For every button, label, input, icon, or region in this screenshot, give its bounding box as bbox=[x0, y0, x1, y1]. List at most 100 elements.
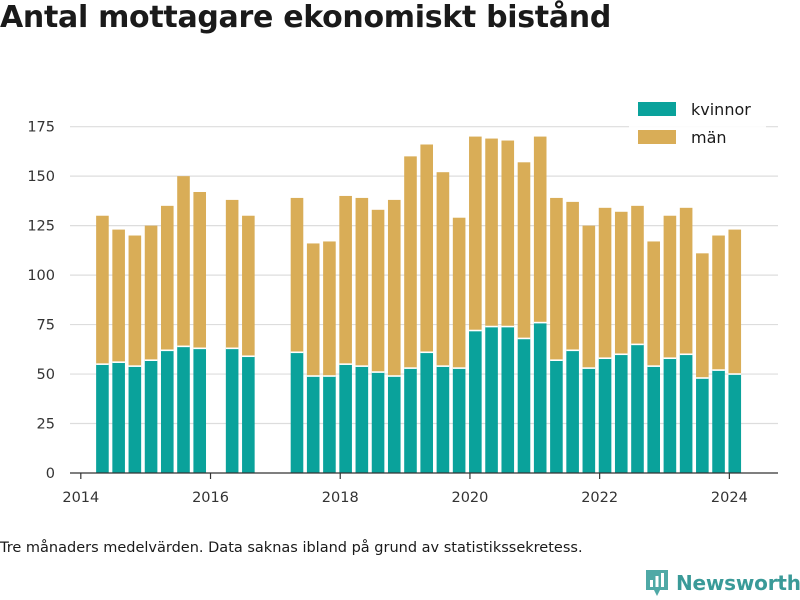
bar-kvinnor bbox=[96, 364, 109, 473]
bar-man bbox=[242, 215, 255, 357]
bar-kvinnor bbox=[436, 366, 450, 473]
bar-man bbox=[517, 162, 531, 339]
y-tick-label: 50 bbox=[37, 367, 55, 383]
bar-man bbox=[598, 207, 612, 359]
bar-man bbox=[96, 215, 109, 365]
bar-man bbox=[144, 225, 158, 361]
bar-man bbox=[404, 156, 417, 369]
bar-man bbox=[696, 253, 709, 379]
bar-kvinnor bbox=[306, 376, 320, 473]
bar-kvinnor bbox=[355, 366, 369, 473]
legend-label: kvinnor bbox=[691, 100, 751, 119]
bar-man bbox=[355, 197, 369, 367]
legend-label: män bbox=[691, 128, 727, 147]
bar-kvinnor bbox=[631, 344, 644, 473]
y-tick-label: 175 bbox=[27, 120, 55, 136]
y-tick-label: 125 bbox=[27, 219, 55, 235]
bar-kvinnor bbox=[582, 368, 596, 473]
y-tick-label: 150 bbox=[27, 169, 55, 185]
bar-kvinnor bbox=[485, 326, 498, 473]
x-tick-label: 2022 bbox=[581, 490, 618, 506]
x-tick-label: 2018 bbox=[322, 490, 359, 506]
x-tick-label: 2014 bbox=[62, 490, 99, 506]
bar-kvinnor bbox=[712, 370, 725, 473]
bar-man bbox=[371, 209, 385, 373]
bar-man bbox=[225, 199, 239, 349]
bar-man bbox=[112, 229, 125, 363]
bar-kvinnor bbox=[501, 326, 515, 473]
bar-man bbox=[566, 201, 579, 351]
bar-man bbox=[582, 225, 596, 369]
bar-man bbox=[533, 136, 547, 323]
bar-man bbox=[614, 211, 628, 355]
bar-kvinnor bbox=[598, 358, 612, 473]
legend-swatch-kvinnor bbox=[638, 102, 676, 116]
legend-swatch-man bbox=[638, 130, 676, 144]
bar-kvinnor bbox=[728, 374, 742, 473]
axes: 0 25 50 75 100 125 150 175 2014 2016 2018 2020 2022 2… bbox=[27, 120, 778, 506]
bar-kvinnor bbox=[533, 322, 547, 473]
bar-man bbox=[469, 136, 482, 331]
bar-kvinnor bbox=[112, 362, 125, 473]
bar-kvinnor bbox=[550, 360, 563, 473]
bar-man bbox=[420, 144, 434, 353]
bar-kvinnor bbox=[387, 376, 401, 473]
bar-kvinnor bbox=[517, 338, 531, 473]
bar-man bbox=[550, 197, 563, 361]
bar-man bbox=[290, 197, 304, 353]
x-tick-label: 2024 bbox=[711, 490, 748, 506]
bar-man bbox=[160, 205, 174, 351]
bar-kvinnor bbox=[193, 348, 207, 473]
bar-kvinnor bbox=[647, 366, 660, 473]
y-tick-label: 100 bbox=[27, 268, 55, 284]
bar-kvinnor bbox=[128, 366, 142, 473]
bar-kvinnor bbox=[160, 350, 174, 473]
footnote: Tre månaders medelvärden. Data saknas ib… bbox=[0, 540, 583, 556]
bar-man bbox=[712, 235, 725, 371]
bar-kvinnor bbox=[290, 352, 304, 473]
y-tick-label: 25 bbox=[37, 417, 55, 433]
bar-kvinnor bbox=[566, 350, 579, 473]
bar-man bbox=[452, 217, 466, 369]
bar-man bbox=[631, 205, 644, 345]
bar-man bbox=[728, 229, 742, 375]
bar-man bbox=[177, 176, 190, 347]
x-tick-label: 2016 bbox=[192, 490, 229, 506]
bar-man bbox=[339, 195, 352, 365]
bar-kvinnor bbox=[144, 360, 158, 473]
bar-kvinnor bbox=[177, 346, 190, 473]
bar-man bbox=[647, 241, 660, 367]
newsworthy-logo-icon bbox=[646, 570, 668, 596]
bar-man bbox=[323, 241, 336, 377]
y-tick-label: 0 bbox=[46, 466, 55, 482]
chart: 0 25 50 75 100 125 150 175 2014 2016 2018 2020 2022 2… bbox=[27, 95, 778, 506]
legend: kvinnor män bbox=[629, 95, 766, 160]
bar-kvinnor bbox=[679, 354, 693, 473]
bar-man bbox=[436, 172, 450, 367]
bar-kvinnor bbox=[404, 368, 417, 473]
bar-man bbox=[679, 207, 693, 355]
bar-man bbox=[485, 138, 498, 327]
bar-kvinnor bbox=[323, 376, 336, 473]
bar-man bbox=[501, 140, 515, 327]
bar-man bbox=[663, 215, 677, 359]
bar-man bbox=[306, 243, 320, 377]
bar-man bbox=[193, 191, 207, 349]
bar-kvinnor bbox=[614, 354, 628, 473]
bar-man bbox=[128, 235, 142, 367]
chart-title: Antal mottagare ekonomiskt bistånd bbox=[0, 0, 612, 35]
brand[interactable]: Newsworthy bbox=[644, 568, 800, 598]
bar-kvinnor bbox=[225, 348, 239, 473]
bar-kvinnor bbox=[371, 372, 385, 473]
bar-kvinnor bbox=[469, 330, 482, 473]
bar-kvinnor bbox=[663, 358, 677, 473]
bar-kvinnor bbox=[696, 378, 709, 473]
bar-man bbox=[387, 199, 401, 377]
bars bbox=[96, 136, 742, 473]
x-tick-label: 2020 bbox=[451, 490, 488, 506]
bar-kvinnor bbox=[242, 356, 255, 473]
bar-kvinnor bbox=[452, 368, 466, 473]
y-tick-label: 75 bbox=[37, 318, 55, 334]
brand-name: Newsworthy bbox=[676, 571, 800, 595]
bar-kvinnor bbox=[339, 364, 352, 473]
